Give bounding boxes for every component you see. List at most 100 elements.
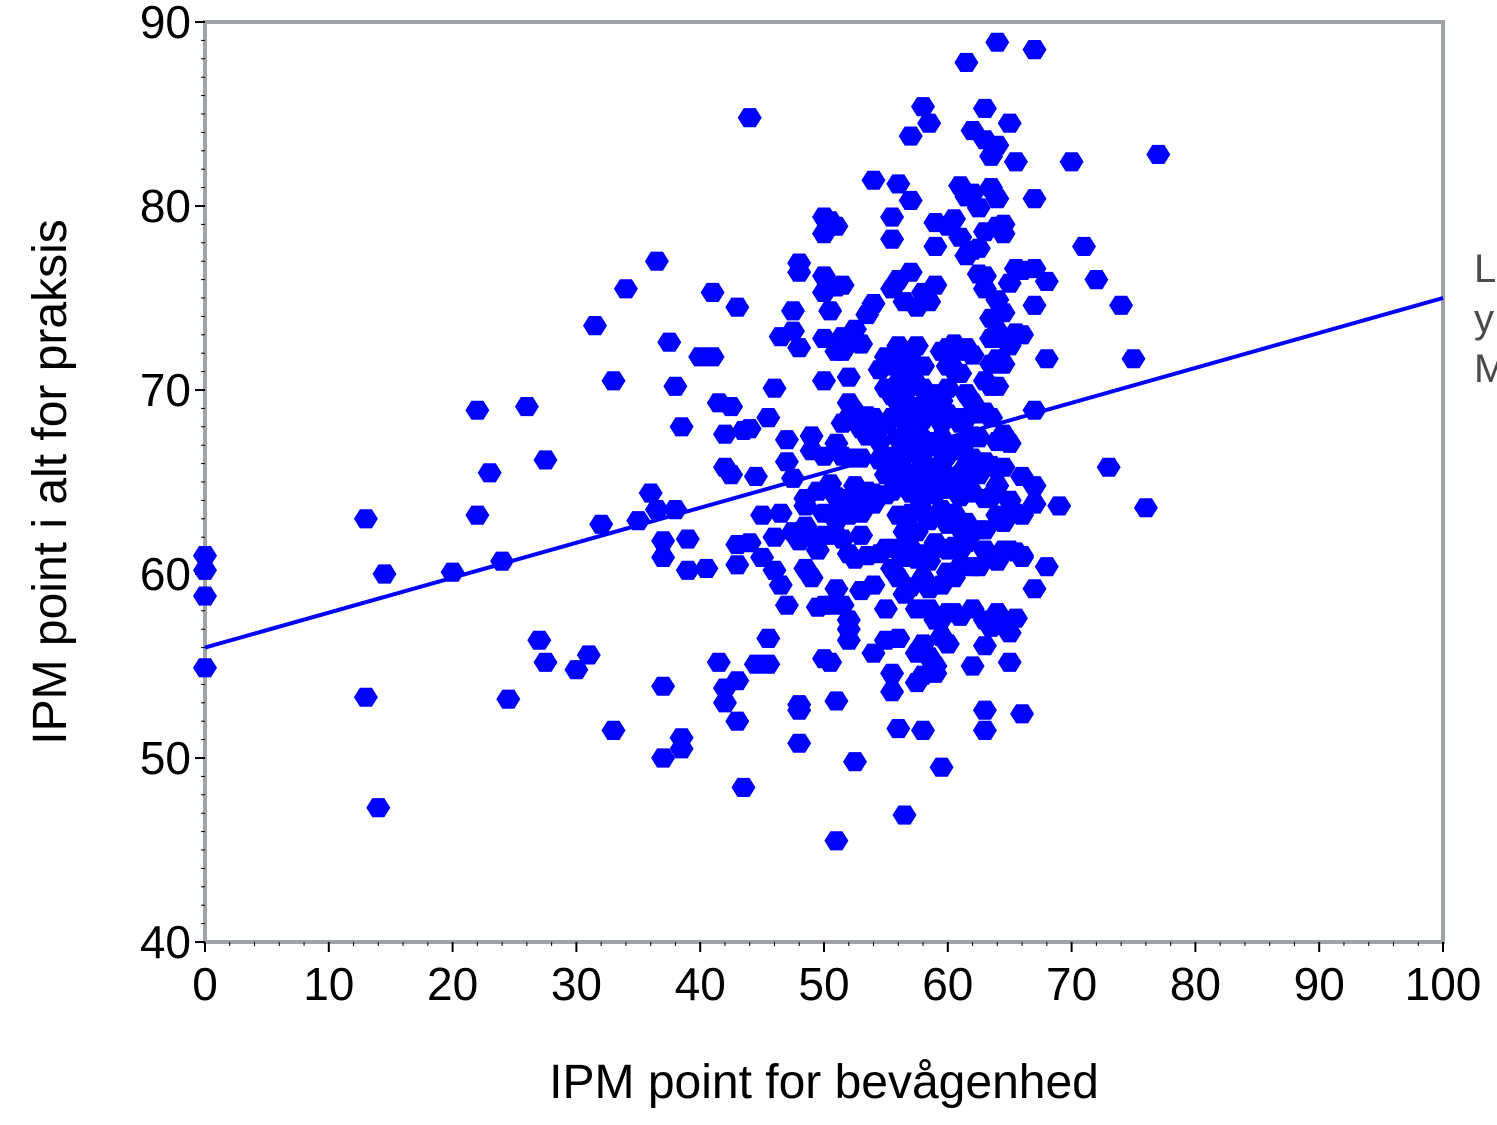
data-point — [719, 397, 744, 417]
data-point — [991, 224, 1016, 244]
data-point — [675, 529, 700, 549]
x-tick-label: 60 — [922, 958, 973, 1010]
data-point — [911, 97, 935, 117]
data-point — [731, 777, 756, 797]
data-point — [533, 652, 558, 672]
y-tick-label: 90 — [140, 0, 191, 48]
data-point — [830, 275, 855, 295]
data-point — [972, 700, 997, 720]
data-point — [675, 560, 700, 580]
data-point — [985, 476, 1010, 496]
data-point — [1059, 152, 1084, 172]
data-point — [1072, 236, 1096, 256]
data-point — [880, 663, 905, 683]
data-point — [669, 417, 694, 437]
y-tick-label: 80 — [140, 180, 191, 232]
data-point — [768, 503, 793, 523]
data-point — [700, 282, 725, 302]
data-point — [762, 560, 787, 580]
data-point — [706, 652, 731, 672]
y-axis: 40 50 60 70 80 90 — [140, 0, 205, 968]
data-point — [1022, 40, 1047, 60]
data-point — [923, 663, 948, 683]
data-point — [886, 628, 911, 648]
data-point — [1022, 189, 1047, 209]
data-point — [601, 371, 626, 391]
data-point — [867, 432, 892, 452]
data-point — [917, 113, 942, 133]
data-point — [818, 301, 843, 321]
data-point — [651, 676, 676, 696]
data-point — [781, 321, 805, 341]
data-point — [997, 113, 1022, 133]
data-point — [527, 630, 552, 650]
data-point — [917, 292, 942, 312]
y-tick-label: 60 — [140, 548, 191, 600]
data-point — [651, 531, 676, 551]
data-point — [911, 720, 935, 740]
data-point — [991, 354, 1016, 374]
data-point — [669, 739, 694, 759]
data-point — [737, 419, 762, 439]
data-point — [193, 546, 217, 566]
data-point — [774, 452, 799, 472]
data-point — [644, 251, 669, 271]
data-point — [985, 32, 1010, 52]
data-point — [651, 547, 676, 567]
data-point — [762, 527, 787, 547]
data-point — [898, 262, 923, 282]
x-tick-label: 80 — [1170, 958, 1221, 1010]
data-point — [824, 579, 849, 599]
data-point — [700, 347, 725, 367]
data-point — [725, 297, 750, 317]
data-point — [477, 463, 502, 483]
data-point — [985, 135, 1010, 155]
data-point — [904, 336, 929, 356]
data-point — [873, 599, 898, 619]
data-point — [1010, 704, 1035, 724]
data-point — [1022, 295, 1047, 315]
data-point — [725, 671, 750, 691]
data-point — [781, 301, 805, 321]
data-point — [372, 564, 397, 584]
data-point — [644, 500, 669, 520]
data-point — [898, 126, 923, 146]
data-point — [1010, 325, 1035, 345]
side-note-line: M — [1474, 347, 1497, 391]
data-point — [787, 253, 812, 273]
x-tick-label: 50 — [798, 958, 849, 1010]
data-point — [972, 98, 997, 118]
y-tick-label: 50 — [140, 732, 191, 784]
data-point — [830, 595, 855, 615]
data-point — [533, 450, 558, 470]
data-point — [843, 319, 867, 339]
data-point — [713, 693, 737, 713]
data-point — [880, 229, 905, 249]
data-point — [193, 586, 217, 606]
data-point — [756, 654, 781, 674]
data-point — [935, 378, 960, 398]
data-point — [737, 108, 762, 128]
data-point — [923, 275, 948, 295]
data-point — [576, 645, 601, 665]
data-point — [972, 720, 997, 740]
data-point — [892, 805, 917, 825]
data-points — [193, 32, 1171, 851]
data-point — [972, 520, 997, 540]
data-point — [954, 52, 979, 72]
data-point — [663, 376, 688, 396]
x-axis-title: IPM point for bevågenhed — [549, 1056, 1099, 1109]
data-point — [824, 831, 849, 851]
data-point — [638, 483, 663, 503]
data-point — [719, 465, 744, 485]
data-point — [1109, 295, 1134, 315]
y-axis-title: IPM point i alt for praksis — [24, 219, 77, 745]
data-point — [651, 748, 676, 768]
data-point — [960, 656, 985, 676]
data-point — [836, 367, 861, 387]
data-point — [793, 496, 818, 516]
data-point — [830, 341, 855, 361]
x-tick-label: 30 — [551, 958, 602, 1010]
data-point — [843, 752, 867, 772]
